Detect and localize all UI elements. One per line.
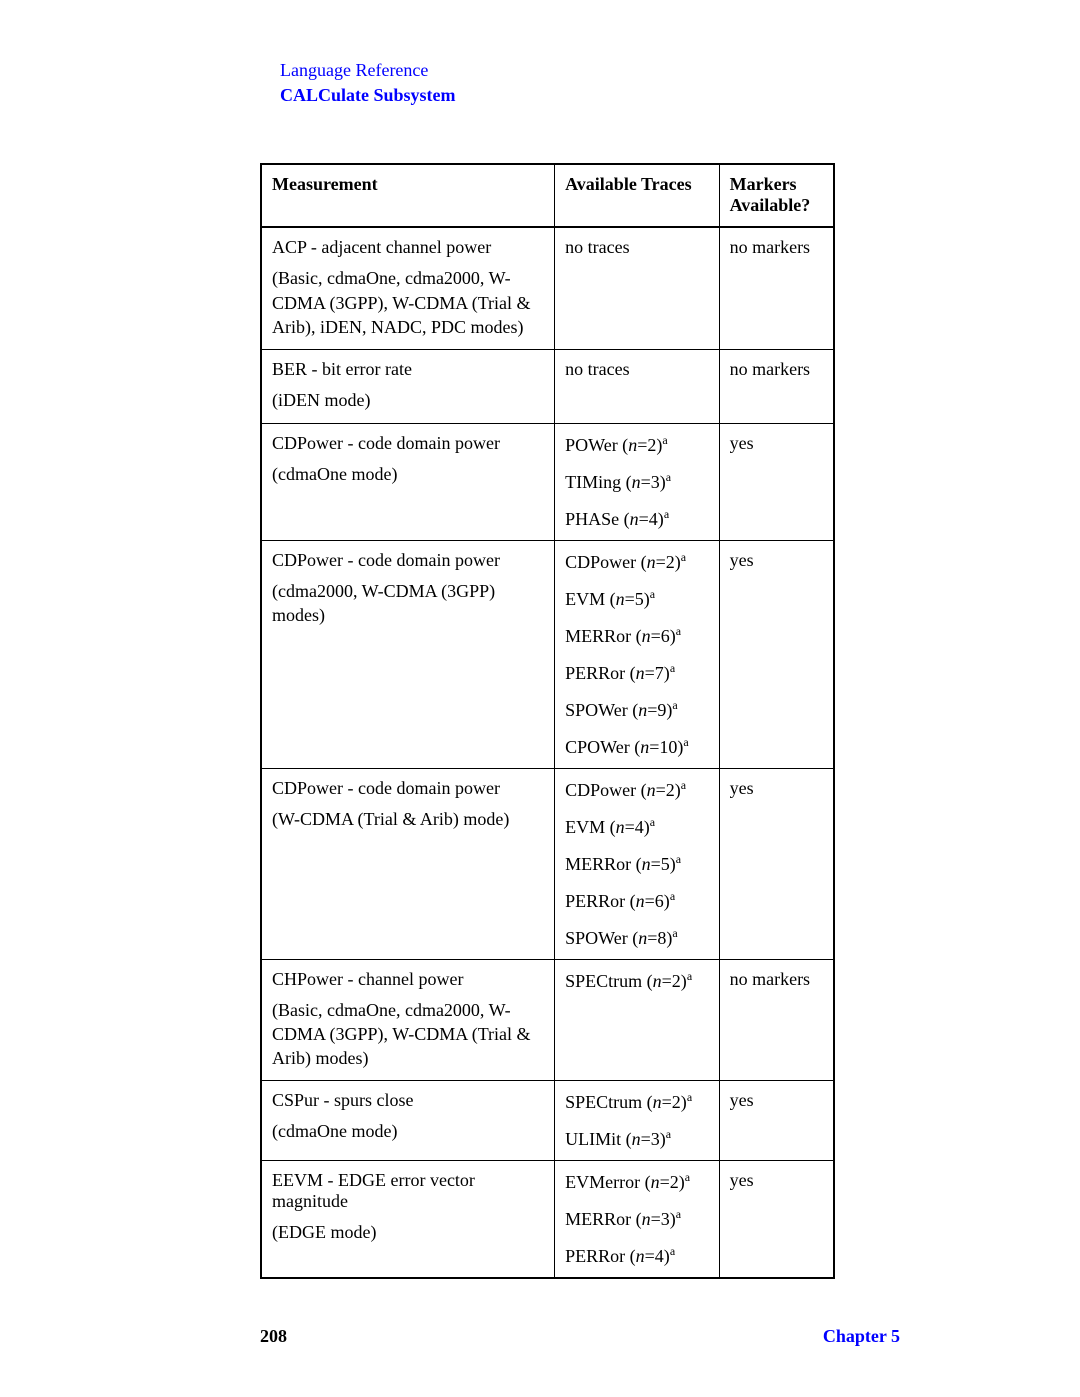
cell-markers: no markers <box>719 350 834 423</box>
page-number: 208 <box>260 1326 287 1347</box>
cell-markers: no markers <box>719 959 834 1081</box>
header-section: Language Reference <box>280 58 900 83</box>
cell-measurement: BER - bit error rate (iDEN mode) <box>261 350 555 423</box>
cell-traces: SPECtrum (n=2)a <box>555 959 719 1081</box>
trace-item: CDPower (n=2)a <box>565 778 708 801</box>
trace-item: PERRor (n=4)a <box>565 1244 708 1267</box>
trace-item: EVMerror (n=2)a <box>565 1170 708 1193</box>
table-row: CDPower - code domain power (W-CDMA (Tria… <box>261 768 834 959</box>
measurement-table: Measurement Available Traces Markers Ava… <box>260 163 835 1279</box>
cell-traces: EVMerror (n=2)a MERRor (n=3)a PERRor (n=4)… <box>555 1161 719 1279</box>
measurement-title: BER - bit error rate <box>272 359 544 380</box>
measurement-subtitle: (cdma2000, W-CDMA (3GPP) modes) <box>272 579 544 628</box>
trace-item: MERRor (n=6)a <box>565 624 708 647</box>
trace-item: SPECtrum (n=2)a <box>565 969 708 992</box>
page-header: Language Reference CALCulate Subsystem <box>280 58 900 108</box>
measurement-title: EEVM - EDGE error vector magnitude <box>272 1170 544 1212</box>
header-subsection: CALCulate Subsystem <box>280 83 900 108</box>
trace-item: EVM (n=5)a <box>565 587 708 610</box>
measurement-subtitle: (EDGE mode) <box>272 1220 544 1244</box>
trace-item: EVM (n=4)a <box>565 815 708 838</box>
table-body: ACP - adjacent channel power (Basic, cdma… <box>261 227 834 1278</box>
cell-markers: no markers <box>719 227 834 349</box>
table-row: ACP - adjacent channel power (Basic, cdma… <box>261 227 834 349</box>
table-row: BER - bit error rate (iDEN mode) no traces… <box>261 350 834 423</box>
trace-item: SPOWer (n=8)a <box>565 926 708 949</box>
trace-item: PERRor (n=7)a <box>565 661 708 684</box>
measurement-subtitle: (Basic, cdmaOne, cdma2000, W-CDMA (3GPP)… <box>272 998 544 1071</box>
table-row: CHPower - channel power (Basic, cdmaOne, … <box>261 959 834 1081</box>
trace-item: PERRor (n=6)a <box>565 889 708 912</box>
trace-item: CPOWer (n=10)a <box>565 735 708 758</box>
cell-measurement: CSPur - spurs close (cdmaOne mode) <box>261 1081 555 1161</box>
cell-measurement: CDPower - code domain power (cdma2000, W-… <box>261 540 555 768</box>
trace-item: SPOWer (n=9)a <box>565 698 708 721</box>
cell-traces: no traces <box>555 350 719 423</box>
trace-item: no traces <box>565 359 708 380</box>
table-row: CDPower - code domain power (cdmaOne mode… <box>261 423 834 540</box>
cell-traces: no traces <box>555 227 719 349</box>
col-header-traces: Available Traces <box>555 164 719 227</box>
measurement-title: ACP - adjacent channel power <box>272 237 544 258</box>
page-footer: 208 Chapter 5 <box>260 1326 900 1347</box>
cell-measurement: EEVM - EDGE error vector magnitude (EDGE … <box>261 1161 555 1279</box>
cell-traces: POWer (n=2)a TIMing (n=3)a PHASe (n=4)a <box>555 423 719 540</box>
chapter-label: Chapter 5 <box>823 1326 900 1347</box>
measurement-subtitle: (iDEN mode) <box>272 388 544 412</box>
measurement-title: CHPower - channel power <box>272 969 544 990</box>
trace-item: SPECtrum (n=2)a <box>565 1090 708 1113</box>
trace-item: POWer (n=2)a <box>565 433 708 456</box>
measurement-subtitle: (cdmaOne mode) <box>272 462 544 486</box>
measurement-subtitle: (cdmaOne mode) <box>272 1119 544 1143</box>
cell-markers: yes <box>719 423 834 540</box>
table-row: EEVM - EDGE error vector magnitude (EDGE … <box>261 1161 834 1279</box>
measurement-title: CDPower - code domain power <box>272 778 544 799</box>
cell-measurement: CHPower - channel power (Basic, cdmaOne, … <box>261 959 555 1081</box>
trace-item: MERRor (n=3)a <box>565 1207 708 1230</box>
table-header-row: Measurement Available Traces Markers Ava… <box>261 164 834 227</box>
measurement-title: CSPur - spurs close <box>272 1090 544 1111</box>
measurement-subtitle: (W-CDMA (Trial & Arib) mode) <box>272 807 544 831</box>
trace-item: MERRor (n=5)a <box>565 852 708 875</box>
trace-item: CDPower (n=2)a <box>565 550 708 573</box>
trace-item: ULIMit (n=3)a <box>565 1127 708 1150</box>
cell-traces: SPECtrum (n=2)a ULIMit (n=3)a <box>555 1081 719 1161</box>
trace-item: no traces <box>565 237 708 258</box>
cell-traces: CDPower (n=2)a EVM (n=4)a MERRor (n=5)a PER… <box>555 768 719 959</box>
cell-markers: yes <box>719 1161 834 1279</box>
measurement-title: CDPower - code domain power <box>272 433 544 454</box>
cell-measurement: CDPower - code domain power (cdmaOne mode… <box>261 423 555 540</box>
cell-markers: yes <box>719 768 834 959</box>
cell-traces: CDPower (n=2)a EVM (n=5)a MERRor (n=6)a PER… <box>555 540 719 768</box>
cell-measurement: CDPower - code domain power (W-CDMA (Tria… <box>261 768 555 959</box>
table-row: CDPower - code domain power (cdma2000, W-… <box>261 540 834 768</box>
cell-markers: yes <box>719 540 834 768</box>
measurement-subtitle: (Basic, cdmaOne, cdma2000, W-CDMA (3GPP)… <box>272 266 544 339</box>
cell-markers: yes <box>719 1081 834 1161</box>
cell-measurement: ACP - adjacent channel power (Basic, cdma… <box>261 227 555 349</box>
table-row: CSPur - spurs close (cdmaOne mode) SPECtru… <box>261 1081 834 1161</box>
measurement-title: CDPower - code domain power <box>272 550 544 571</box>
trace-item: TIMing (n=3)a <box>565 470 708 493</box>
col-header-markers: Markers Available? <box>719 164 834 227</box>
trace-item: PHASe (n=4)a <box>565 507 708 530</box>
page: Language Reference CALCulate Subsystem M… <box>0 0 1080 1397</box>
col-header-measurement: Measurement <box>261 164 555 227</box>
